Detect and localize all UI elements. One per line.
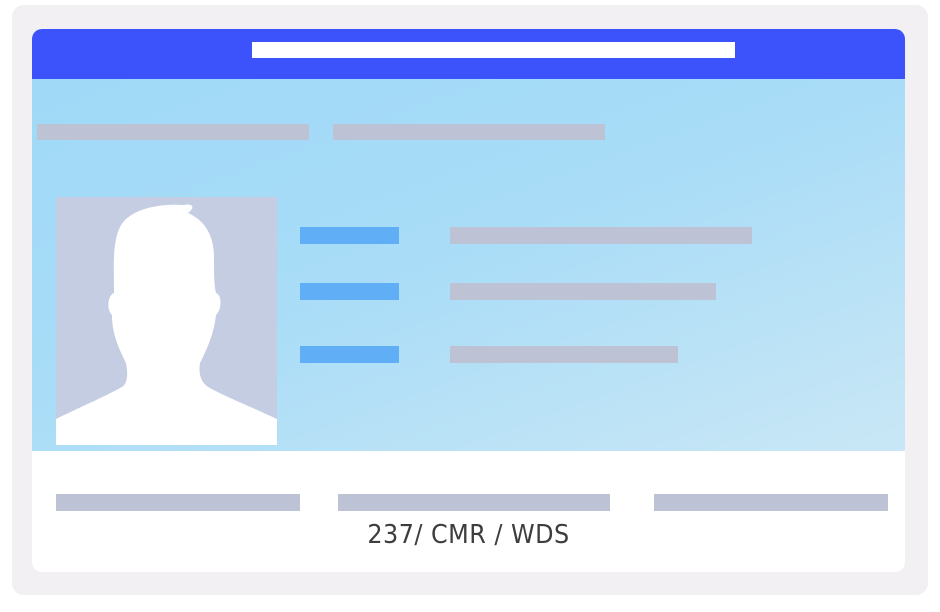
card-footer-code: 237/ CMR / WDS [367,520,570,550]
detail-label-1 [300,227,399,244]
top-line-right-placeholder [333,124,605,140]
detail-value-1 [450,227,752,244]
id-card: 237/ CMR / WDS [32,29,905,572]
footer-line-center-placeholder [338,494,610,511]
detail-value-2 [450,283,716,300]
footer-line-right-placeholder [654,494,888,511]
id-photo [56,197,277,445]
top-line-left-placeholder [37,124,309,140]
card-body [32,79,905,451]
detail-label-3 [300,346,399,363]
card-header [32,29,905,79]
person-silhouette-icon [56,204,277,445]
footer-line-left-placeholder [56,494,300,511]
header-title-placeholder [252,42,735,58]
detail-label-2 [300,283,399,300]
detail-value-3 [450,346,678,363]
